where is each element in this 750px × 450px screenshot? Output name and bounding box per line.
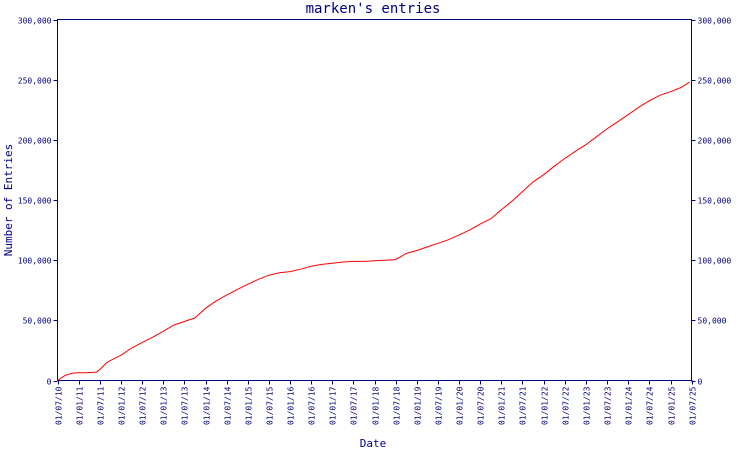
x-tick-label: 01/01/20 bbox=[456, 386, 465, 425]
y-tick-label-right: 250,000 bbox=[698, 77, 732, 86]
x-tick-label: 01/01/16 bbox=[287, 386, 296, 425]
x-tick-label: 01/07/14 bbox=[224, 386, 233, 425]
x-tick-label: 01/07/17 bbox=[350, 386, 359, 425]
y-tick-label-right: 150,000 bbox=[698, 197, 732, 206]
y-tick-label-left: 0 bbox=[47, 378, 52, 387]
x-tick-label: 01/07/13 bbox=[181, 386, 190, 425]
plot-frame bbox=[57, 19, 692, 381]
x-axis-label: Date bbox=[360, 437, 387, 450]
x-tick-label: 01/07/16 bbox=[308, 386, 317, 425]
x-tick-label: 01/01/23 bbox=[583, 386, 592, 425]
y-tick-label-left: 250,000 bbox=[18, 77, 52, 86]
x-tick-label: 01/07/20 bbox=[477, 386, 486, 425]
y-axis-label: Number of Entries bbox=[2, 144, 15, 257]
x-tick-label: 01/07/12 bbox=[139, 386, 148, 425]
x-tick-label: 01/07/23 bbox=[604, 386, 613, 425]
y-tick-label-right: 50,000 bbox=[698, 317, 727, 326]
x-tick-label: 01/07/25 bbox=[689, 386, 698, 425]
x-tick-label: 01/01/14 bbox=[203, 386, 212, 425]
x-tick-label: 01/07/19 bbox=[435, 386, 444, 425]
y-tick-label-left: 200,000 bbox=[18, 137, 52, 146]
y-tick-label-right: 0 bbox=[698, 378, 703, 387]
y-tick-label-right: 200,000 bbox=[698, 137, 732, 146]
x-tick-label: 01/07/21 bbox=[519, 386, 528, 425]
y-tick-label-left: 50,000 bbox=[23, 317, 52, 326]
y-tick-label-right: 300,000 bbox=[698, 17, 732, 26]
x-tick-label: 01/07/24 bbox=[646, 386, 655, 425]
x-axis: 01/07/10 01/01/11 01/07/11 01/01/12 01/07/12… bbox=[55, 380, 698, 425]
series-line bbox=[57, 81, 690, 381]
x-tick-label: 01/07/18 bbox=[393, 386, 402, 425]
y-axis-left: 0 50,000 100,000 150,000 200,000 250,000 300,0… bbox=[18, 17, 58, 387]
y-tick-label-left: 150,000 bbox=[18, 197, 52, 206]
x-tick-label: 01/01/17 bbox=[329, 386, 338, 425]
x-tick-label: 01/01/25 bbox=[668, 386, 677, 425]
x-tick-label: 01/07/15 bbox=[266, 386, 275, 425]
x-tick-label: 01/07/11 bbox=[97, 386, 106, 425]
x-tick-label: 01/01/11 bbox=[76, 386, 85, 425]
y-tick-label-left: 100,000 bbox=[18, 257, 52, 266]
chart-title: marken's entries bbox=[306, 1, 441, 17]
x-tick-label: 01/01/22 bbox=[541, 386, 550, 425]
x-tick-label: 01/07/22 bbox=[562, 386, 571, 425]
x-tick-label: 01/01/15 bbox=[245, 386, 254, 425]
x-tick-label: 01/01/24 bbox=[625, 386, 634, 425]
x-tick-label: 01/01/18 bbox=[372, 386, 381, 425]
x-tick-label: 01/01/21 bbox=[498, 386, 507, 425]
x-tick-label: 01/01/12 bbox=[118, 386, 127, 425]
x-tick-label: 01/07/10 bbox=[55, 386, 64, 425]
x-tick-label: 01/01/19 bbox=[414, 386, 423, 425]
y-tick-label-left: 300,000 bbox=[18, 17, 52, 26]
y-axis-right: 0 50,000 100,000 150,000 200,000 250,000 300,0… bbox=[691, 17, 732, 387]
x-tick-label: 01/01/13 bbox=[160, 386, 169, 425]
y-tick-label-right: 100,000 bbox=[698, 257, 732, 266]
